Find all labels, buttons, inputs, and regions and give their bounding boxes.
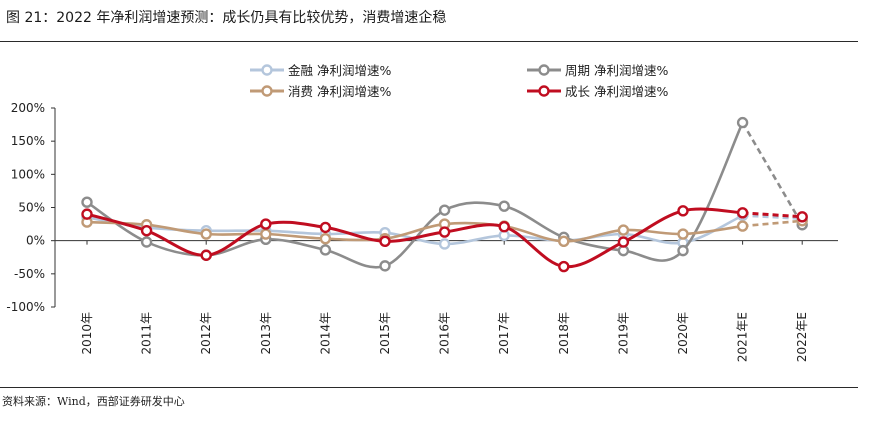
- y-tick-label: 50%: [18, 201, 45, 215]
- x-tick-label: 2014年: [318, 312, 332, 355]
- data-point: [558, 260, 570, 273]
- legend-item: 消费 净利润增速%: [250, 84, 391, 99]
- x-tick-label: 2013年: [259, 312, 273, 355]
- data-point: [736, 116, 749, 129]
- data-point: [677, 205, 689, 217]
- data-point: [260, 228, 272, 240]
- x-tick-label: 2015年: [378, 312, 392, 355]
- data-point: [796, 211, 808, 223]
- data-point: [617, 236, 630, 248]
- y-tick-label: 100%: [11, 167, 45, 181]
- x-tick-label: 2022年E: [795, 312, 809, 362]
- y-tick-label: 200%: [11, 101, 45, 115]
- legend-label: 成长 净利润增速%: [565, 84, 668, 99]
- chart-legend: 金融 净利润增速% 周期 净利润增速% 消费 净利润增速% 成长 净利润增速%: [250, 63, 668, 99]
- data-point: [140, 225, 153, 237]
- data-point: [677, 228, 689, 240]
- data-point: [498, 200, 510, 212]
- x-tick-label: 2017年: [497, 312, 511, 355]
- series-forecast-line: [741, 121, 804, 226]
- y-tick-label: -50%: [14, 267, 45, 281]
- legend-swatch-marker: [261, 64, 273, 76]
- chart-axes: 200% 150% 100% 50% 0% -50% -100% 2010年 2011年 2012…: [6, 101, 838, 362]
- data-point: [736, 220, 749, 232]
- x-tick-label: 2018年: [557, 312, 571, 355]
- bottom-rule: [0, 387, 858, 388]
- legend-item: 金融 净利润增速%: [250, 63, 391, 78]
- legend-swatch-marker: [538, 85, 550, 97]
- data-point: [379, 260, 391, 272]
- data-point: [438, 204, 451, 216]
- x-tick-label: 2020年: [676, 312, 690, 355]
- source-note: 资料来源：Wind，西部证券研发中心: [2, 395, 185, 408]
- series-forecast-line: [742, 219, 803, 228]
- data-point: [558, 235, 570, 248]
- legend-label: 消费 净利润增速%: [288, 84, 391, 99]
- series-line: [86, 122, 744, 269]
- top-rule: [0, 41, 858, 42]
- data-point: [438, 238, 451, 250]
- data-point: [319, 244, 332, 256]
- chart-series: [81, 116, 808, 273]
- data-point: [617, 224, 630, 236]
- data-point: [677, 244, 689, 257]
- data-point: [379, 235, 391, 248]
- data-point: [498, 221, 510, 233]
- data-point: [81, 208, 93, 220]
- series-4: [81, 205, 808, 273]
- x-tick-label: 2010年: [80, 312, 94, 355]
- data-point: [319, 232, 332, 245]
- data-point: [260, 218, 272, 230]
- data-point: [200, 249, 212, 261]
- x-tick-label: 2019年: [616, 312, 630, 355]
- legend-item: 成长 净利润增速%: [527, 84, 668, 99]
- data-point: [200, 228, 212, 240]
- data-point: [736, 207, 749, 219]
- y-tick-label: 0%: [26, 234, 45, 248]
- figure-title: 图 21：2022 年净利润增速预测：成长仍具有比较优势，消费增速企稳: [6, 10, 447, 26]
- data-point: [140, 236, 153, 248]
- series-forecast-line: [742, 211, 803, 219]
- x-tick-label: 2011年: [140, 312, 154, 355]
- y-tick-label: 150%: [11, 134, 45, 148]
- legend-item: 周期 净利润增速%: [527, 63, 668, 78]
- legend-swatch-marker: [261, 85, 273, 97]
- x-tick-label: 2016年: [438, 312, 452, 355]
- legend-label: 周期 净利润增速%: [565, 63, 668, 78]
- data-point: [438, 226, 451, 238]
- x-tick-label: 2012年: [199, 312, 213, 355]
- data-point: [81, 196, 93, 208]
- legend-label: 金融 净利润增速%: [288, 63, 391, 78]
- x-tick-label: 2021年E: [736, 312, 750, 362]
- data-point: [319, 221, 332, 234]
- legend-swatch-marker: [538, 64, 550, 76]
- y-tick-label: -100%: [6, 300, 45, 314]
